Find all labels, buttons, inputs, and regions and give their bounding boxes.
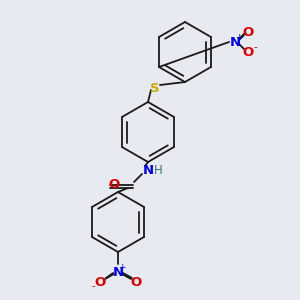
Text: O: O bbox=[242, 26, 253, 38]
Text: H: H bbox=[154, 164, 162, 176]
Text: S: S bbox=[150, 82, 160, 94]
Text: +: + bbox=[118, 263, 126, 272]
Text: O: O bbox=[94, 275, 106, 289]
Text: +: + bbox=[235, 34, 243, 43]
Text: N: N bbox=[142, 164, 154, 176]
Text: N: N bbox=[230, 35, 241, 49]
Text: N: N bbox=[112, 266, 124, 278]
Text: -: - bbox=[91, 281, 95, 291]
Text: O: O bbox=[130, 275, 142, 289]
Text: O: O bbox=[108, 178, 120, 191]
Text: O: O bbox=[242, 46, 253, 59]
Text: -: - bbox=[253, 42, 257, 52]
